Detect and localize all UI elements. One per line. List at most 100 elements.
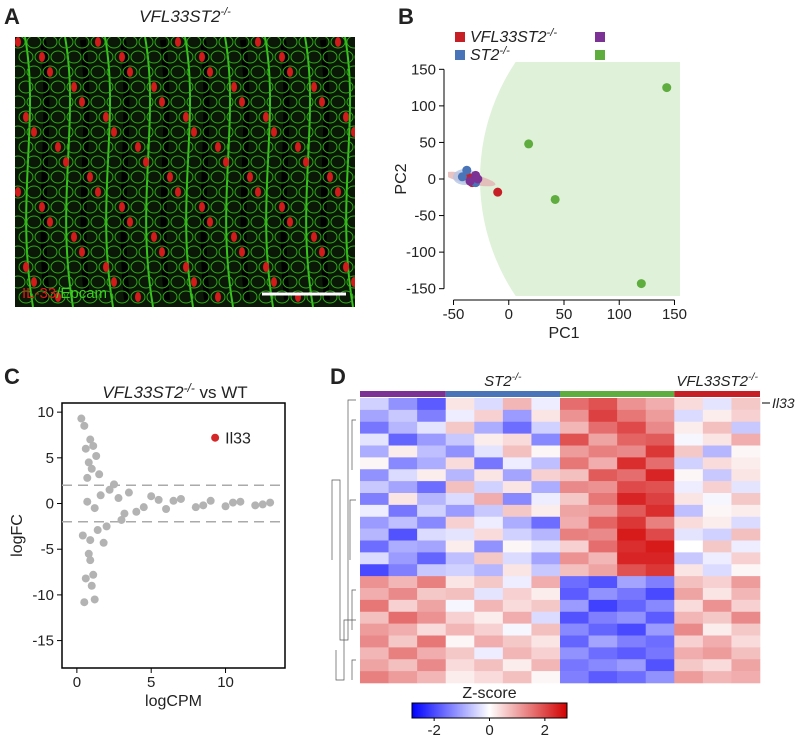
- cell: [114, 140, 130, 154]
- nucleus: [319, 247, 325, 257]
- heat-cell: [445, 552, 475, 565]
- heat-cell: [731, 611, 761, 624]
- dendrogram: [331, 399, 356, 681]
- panel-label: B: [398, 4, 414, 29]
- nucleus: [231, 82, 237, 92]
- nucleus: [191, 127, 197, 137]
- cell: [338, 260, 354, 274]
- heat-cell: [645, 421, 675, 434]
- cell: [50, 290, 66, 304]
- heat-cell: [531, 671, 561, 684]
- heat-cell: [417, 433, 447, 446]
- cell: [114, 230, 130, 244]
- nucleus: [175, 37, 181, 47]
- chart-title-rest: vs WT: [195, 383, 248, 402]
- point: [221, 502, 230, 511]
- cell: [330, 245, 346, 259]
- heat-cell: [645, 409, 675, 423]
- cell: [234, 37, 250, 49]
- point: [86, 536, 95, 545]
- point: [81, 574, 90, 583]
- cell: [266, 275, 282, 289]
- cell: [210, 200, 226, 214]
- cell: [74, 95, 90, 109]
- point: [84, 549, 93, 558]
- point: [89, 441, 98, 450]
- heat-cell: [388, 421, 418, 434]
- cell: [170, 125, 186, 139]
- cell: [90, 185, 106, 199]
- nucleus: [31, 127, 37, 137]
- cell: [154, 155, 170, 169]
- cell: [170, 275, 186, 289]
- cell: [258, 80, 274, 94]
- heat-cell: [617, 611, 647, 624]
- heat-cell: [674, 552, 704, 565]
- heat-cell: [531, 623, 561, 636]
- heat-cell: [645, 564, 675, 577]
- cell: [42, 155, 58, 169]
- cell: [290, 170, 306, 184]
- nucleus: [127, 67, 133, 77]
- cell: [154, 37, 170, 49]
- cell: [162, 50, 178, 64]
- heat-cell: [560, 588, 589, 601]
- heat-cell: [474, 528, 504, 541]
- heat-cell: [360, 659, 389, 672]
- point: [636, 279, 646, 289]
- cell: [242, 140, 258, 154]
- cell: [346, 185, 355, 199]
- heat-cell: [360, 564, 389, 577]
- heat-cell: [674, 398, 704, 411]
- cell: [15, 185, 26, 199]
- cell: [154, 275, 170, 289]
- cell: [58, 95, 74, 109]
- nucleus: [127, 217, 133, 227]
- cell: [338, 290, 354, 304]
- cell: [242, 80, 258, 94]
- cell: [74, 125, 90, 139]
- heat-cell: [388, 635, 418, 648]
- heat-cell: [360, 611, 389, 624]
- cell: [130, 290, 146, 304]
- heat-cell: [360, 445, 389, 458]
- lumen: [80, 39, 90, 301]
- cell: [210, 50, 226, 64]
- point: [473, 174, 483, 184]
- heat-cell: [474, 421, 504, 434]
- heat-cell: [502, 504, 532, 518]
- cell: [130, 110, 146, 124]
- heat-cell: [388, 611, 418, 624]
- heat-cell: [474, 552, 504, 565]
- y-tick-label: 10: [37, 404, 54, 421]
- cell: [82, 50, 98, 64]
- point: [462, 165, 472, 175]
- heat-cell: [388, 576, 418, 589]
- cell: [194, 80, 210, 94]
- heat-cell: [645, 611, 675, 624]
- cell: [178, 260, 194, 274]
- cell: [50, 200, 66, 214]
- heat-cell: [417, 398, 447, 411]
- nucleus: [215, 142, 221, 152]
- heat-cell: [674, 493, 704, 506]
- cell: [26, 245, 42, 259]
- heat-cell: [388, 528, 418, 541]
- heat-cell: [560, 611, 589, 624]
- heat-cell: [617, 457, 647, 470]
- nucleus: [39, 52, 45, 62]
- heat-cell: [388, 671, 418, 684]
- cell: [218, 37, 234, 49]
- heat-cell: [502, 540, 532, 553]
- cell: [306, 230, 322, 244]
- cell: [226, 290, 242, 304]
- point: [114, 494, 123, 503]
- heat-cell: [531, 588, 561, 601]
- heat-cell: [445, 481, 475, 494]
- lumen: [160, 39, 170, 301]
- cell: [74, 245, 90, 259]
- title-text: VFL33ST2: [139, 7, 221, 26]
- cell: [322, 110, 338, 124]
- group-ellipse: [480, 62, 680, 296]
- heat-cell: [702, 421, 732, 434]
